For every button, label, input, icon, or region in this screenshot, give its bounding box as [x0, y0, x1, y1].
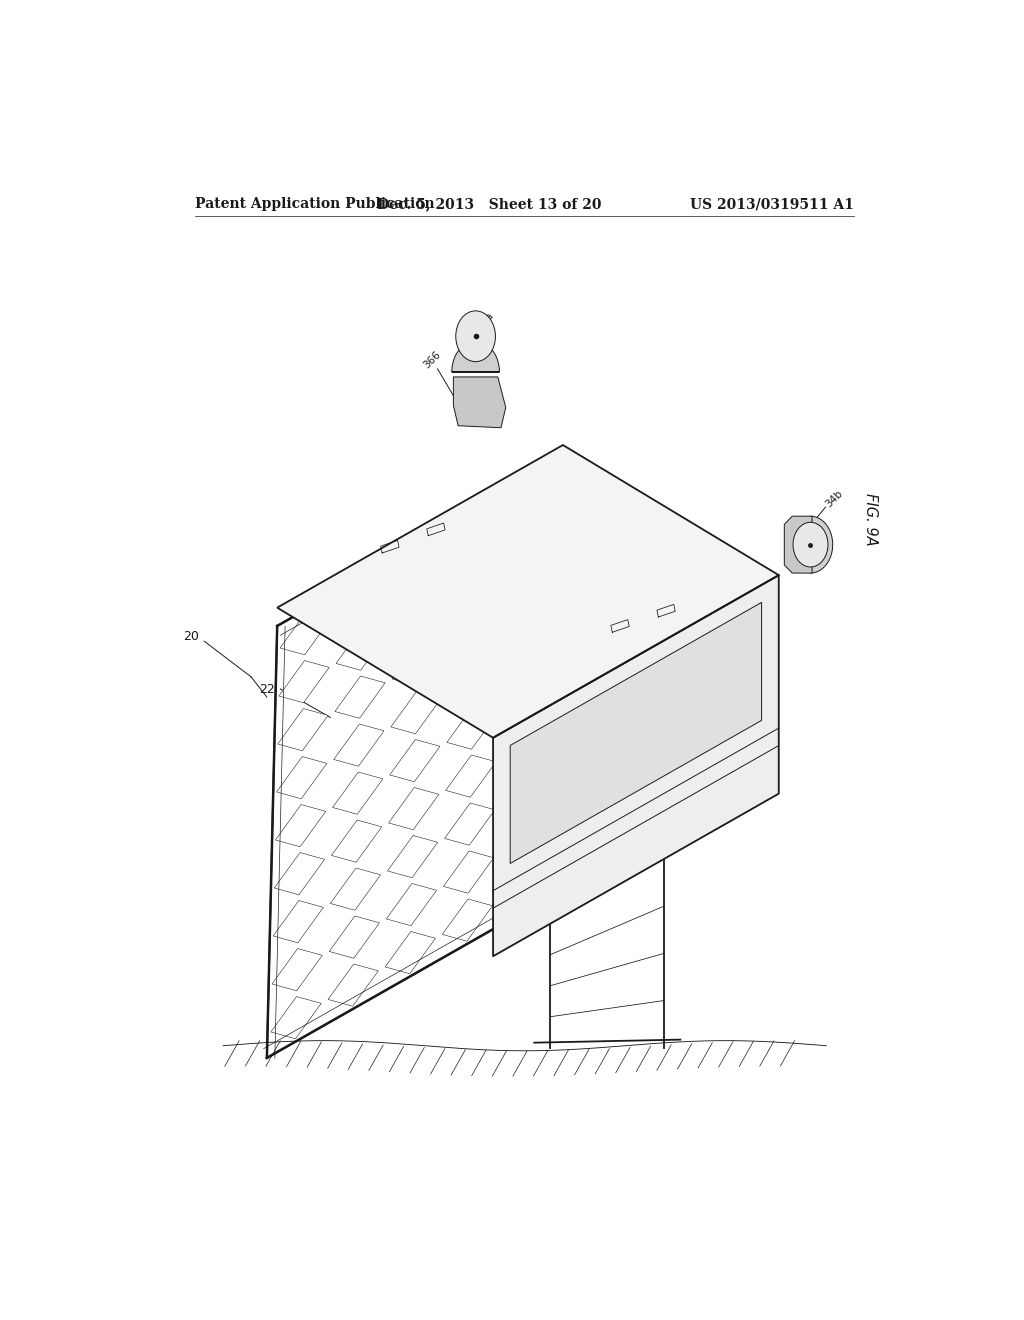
Polygon shape	[442, 899, 493, 941]
Circle shape	[793, 523, 828, 568]
Polygon shape	[450, 611, 500, 653]
Polygon shape	[451, 564, 501, 606]
Polygon shape	[390, 739, 440, 781]
Text: 130: 130	[570, 558, 593, 576]
Text: 34a: 34a	[475, 310, 496, 331]
Polygon shape	[392, 644, 442, 686]
Polygon shape	[444, 803, 495, 845]
Polygon shape	[276, 756, 327, 799]
Polygon shape	[509, 483, 559, 524]
Polygon shape	[443, 851, 494, 894]
Polygon shape	[274, 853, 325, 895]
Polygon shape	[393, 595, 443, 638]
Polygon shape	[273, 900, 324, 942]
Text: 22: 22	[259, 684, 274, 697]
Polygon shape	[337, 579, 387, 622]
Polygon shape	[452, 515, 502, 557]
Polygon shape	[506, 578, 557, 620]
Polygon shape	[454, 378, 506, 428]
Circle shape	[456, 312, 496, 362]
Polygon shape	[501, 818, 551, 861]
Text: 24: 24	[624, 603, 640, 618]
Polygon shape	[335, 676, 385, 718]
Polygon shape	[328, 964, 378, 1006]
Polygon shape	[267, 463, 563, 1057]
Text: 20: 20	[183, 630, 200, 643]
Polygon shape	[811, 516, 833, 573]
Polygon shape	[333, 772, 383, 814]
Text: US 2013/0319511 A1: US 2013/0319511 A1	[690, 197, 854, 211]
Polygon shape	[278, 445, 778, 738]
Text: Patent Application Publication: Patent Application Publication	[196, 197, 435, 211]
Polygon shape	[445, 755, 496, 797]
Polygon shape	[510, 602, 762, 863]
Polygon shape	[503, 722, 553, 764]
Text: 34b: 34b	[823, 488, 845, 510]
Text: 366: 366	[422, 348, 442, 370]
Polygon shape	[272, 949, 323, 991]
Polygon shape	[449, 659, 499, 701]
Text: 120: 120	[647, 647, 670, 665]
Polygon shape	[331, 869, 381, 911]
Polygon shape	[336, 628, 386, 671]
Polygon shape	[394, 548, 444, 590]
Text: 128: 128	[291, 595, 311, 616]
Polygon shape	[271, 997, 322, 1039]
Polygon shape	[452, 342, 500, 372]
Polygon shape	[334, 725, 384, 767]
Polygon shape	[385, 932, 435, 974]
Polygon shape	[275, 805, 326, 847]
Polygon shape	[279, 660, 329, 702]
Polygon shape	[508, 531, 558, 573]
Polygon shape	[329, 916, 380, 958]
Polygon shape	[784, 516, 812, 573]
Polygon shape	[278, 709, 328, 751]
Polygon shape	[505, 627, 555, 669]
Polygon shape	[280, 612, 331, 655]
Text: FIG. 9A: FIG. 9A	[862, 492, 878, 545]
Polygon shape	[332, 820, 382, 862]
Polygon shape	[391, 692, 441, 734]
Polygon shape	[494, 576, 778, 956]
Polygon shape	[388, 788, 439, 830]
Polygon shape	[500, 866, 550, 908]
Polygon shape	[386, 883, 436, 925]
Polygon shape	[446, 708, 498, 750]
Text: Dec. 5, 2013   Sheet 13 of 20: Dec. 5, 2013 Sheet 13 of 20	[377, 197, 601, 211]
Polygon shape	[504, 675, 554, 717]
Polygon shape	[502, 771, 552, 813]
Polygon shape	[387, 836, 437, 878]
